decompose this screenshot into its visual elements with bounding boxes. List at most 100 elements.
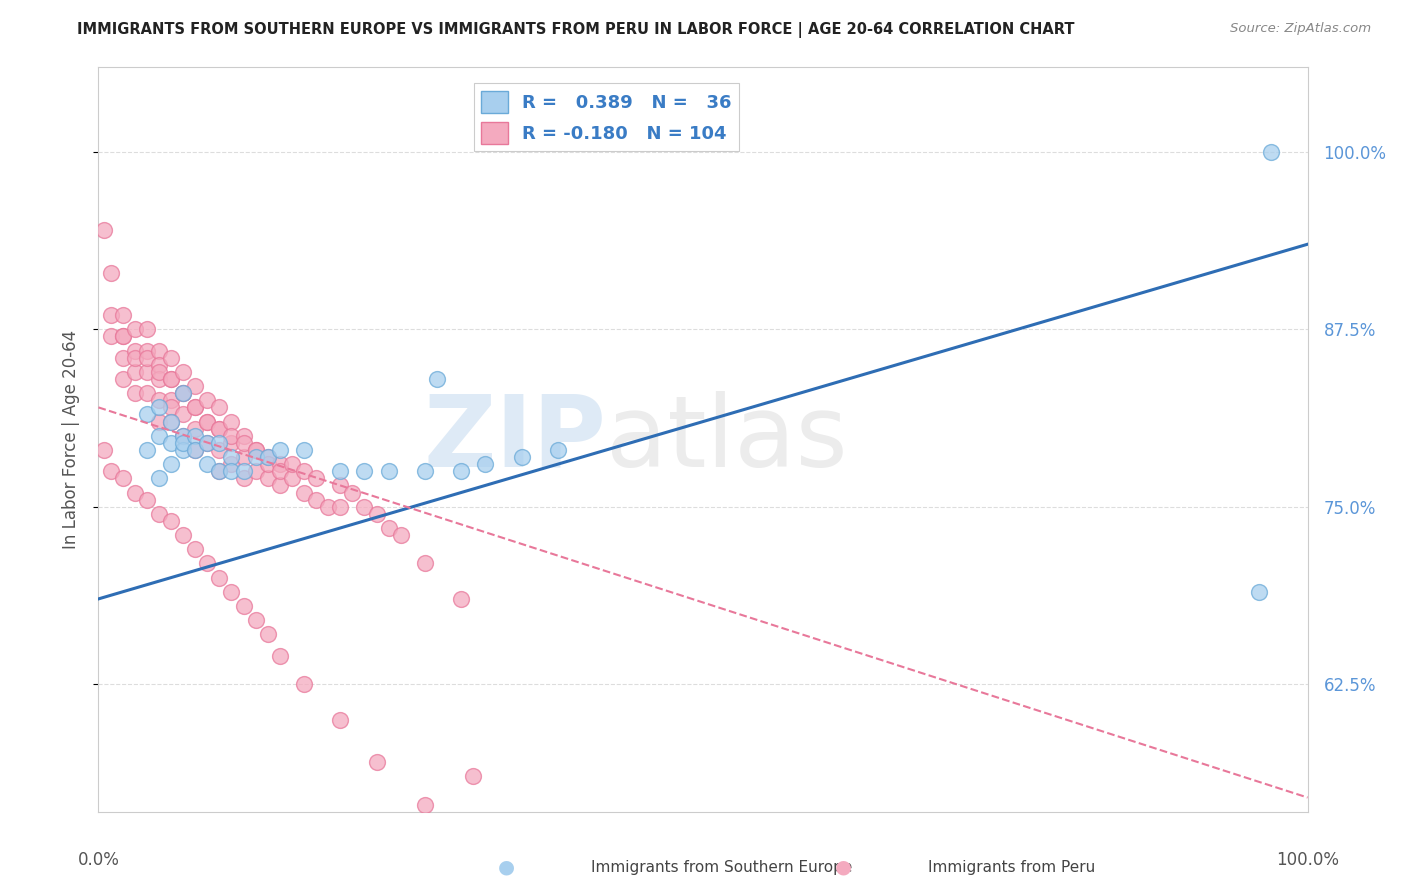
Point — [195, 415, 218, 429]
Point — [100, 266, 122, 280]
Point — [221, 464, 243, 478]
Point — [172, 386, 194, 401]
Point — [292, 442, 315, 457]
Point — [172, 442, 194, 457]
Point — [413, 557, 436, 571]
Point — [93, 442, 115, 457]
Text: atlas: atlas — [606, 391, 848, 488]
Point — [221, 415, 243, 429]
Point — [135, 351, 157, 365]
Point — [124, 343, 146, 358]
Point — [208, 464, 231, 478]
Point — [124, 351, 146, 365]
Point — [245, 442, 267, 457]
Point — [463, 769, 485, 783]
Point — [305, 471, 328, 485]
Point — [172, 408, 194, 422]
Point — [510, 450, 533, 464]
Point — [256, 450, 278, 464]
Point — [221, 457, 243, 471]
Point — [208, 435, 231, 450]
Point — [160, 415, 183, 429]
Point — [208, 401, 231, 415]
Point — [124, 386, 146, 401]
Point — [100, 329, 122, 343]
Point — [232, 471, 254, 485]
Point — [148, 429, 170, 443]
Point — [208, 464, 231, 478]
Point — [221, 450, 243, 464]
Point — [148, 393, 170, 408]
Point — [184, 442, 207, 457]
Point — [184, 401, 207, 415]
Point — [232, 599, 254, 613]
Point — [281, 471, 304, 485]
Point — [100, 464, 122, 478]
Point — [160, 457, 183, 471]
Point — [172, 429, 194, 443]
Point — [413, 797, 436, 812]
Point — [353, 500, 375, 514]
Text: Immigrants from Southern Europe: Immigrants from Southern Europe — [591, 860, 852, 874]
Point — [195, 393, 218, 408]
Point — [245, 442, 267, 457]
Point — [232, 450, 254, 464]
Point — [135, 365, 157, 379]
Point — [148, 415, 170, 429]
Point — [124, 485, 146, 500]
Point — [450, 591, 472, 606]
Point — [184, 542, 207, 557]
Point — [93, 223, 115, 237]
Point — [111, 351, 134, 365]
Point — [208, 571, 231, 585]
Point — [184, 401, 207, 415]
Point — [269, 478, 291, 492]
Point — [160, 401, 183, 415]
Point — [256, 471, 278, 485]
Point — [172, 429, 194, 443]
Point — [281, 457, 304, 471]
Point — [148, 401, 170, 415]
Point — [269, 457, 291, 471]
Point — [184, 429, 207, 443]
Point — [111, 308, 134, 322]
Point — [148, 372, 170, 386]
Point — [256, 457, 278, 471]
Point — [195, 435, 218, 450]
Point — [329, 500, 352, 514]
Point — [232, 429, 254, 443]
Point — [450, 464, 472, 478]
Legend: R =   0.389   N =   36, R = -0.180   N = 104: R = 0.389 N = 36, R = -0.180 N = 104 — [474, 83, 740, 151]
Text: ●: ● — [835, 857, 852, 877]
Point — [221, 435, 243, 450]
Point — [353, 464, 375, 478]
Point — [269, 648, 291, 663]
Point — [474, 457, 496, 471]
Point — [160, 393, 183, 408]
Point — [1260, 145, 1282, 159]
Point — [329, 713, 352, 727]
Point — [111, 329, 134, 343]
Point — [292, 485, 315, 500]
Point — [195, 435, 218, 450]
Point — [160, 351, 183, 365]
Point — [135, 492, 157, 507]
Point — [245, 464, 267, 478]
Point — [269, 464, 291, 478]
Point — [269, 442, 291, 457]
Point — [292, 677, 315, 691]
Point — [329, 478, 352, 492]
Point — [160, 435, 183, 450]
Text: Source: ZipAtlas.com: Source: ZipAtlas.com — [1230, 22, 1371, 36]
Point — [148, 365, 170, 379]
Point — [135, 408, 157, 422]
Point — [292, 464, 315, 478]
Point — [160, 372, 183, 386]
Point — [172, 365, 194, 379]
Point — [316, 500, 339, 514]
Point — [389, 528, 412, 542]
Point — [245, 450, 267, 464]
Point — [172, 386, 194, 401]
Point — [426, 372, 449, 386]
Point — [184, 379, 207, 393]
